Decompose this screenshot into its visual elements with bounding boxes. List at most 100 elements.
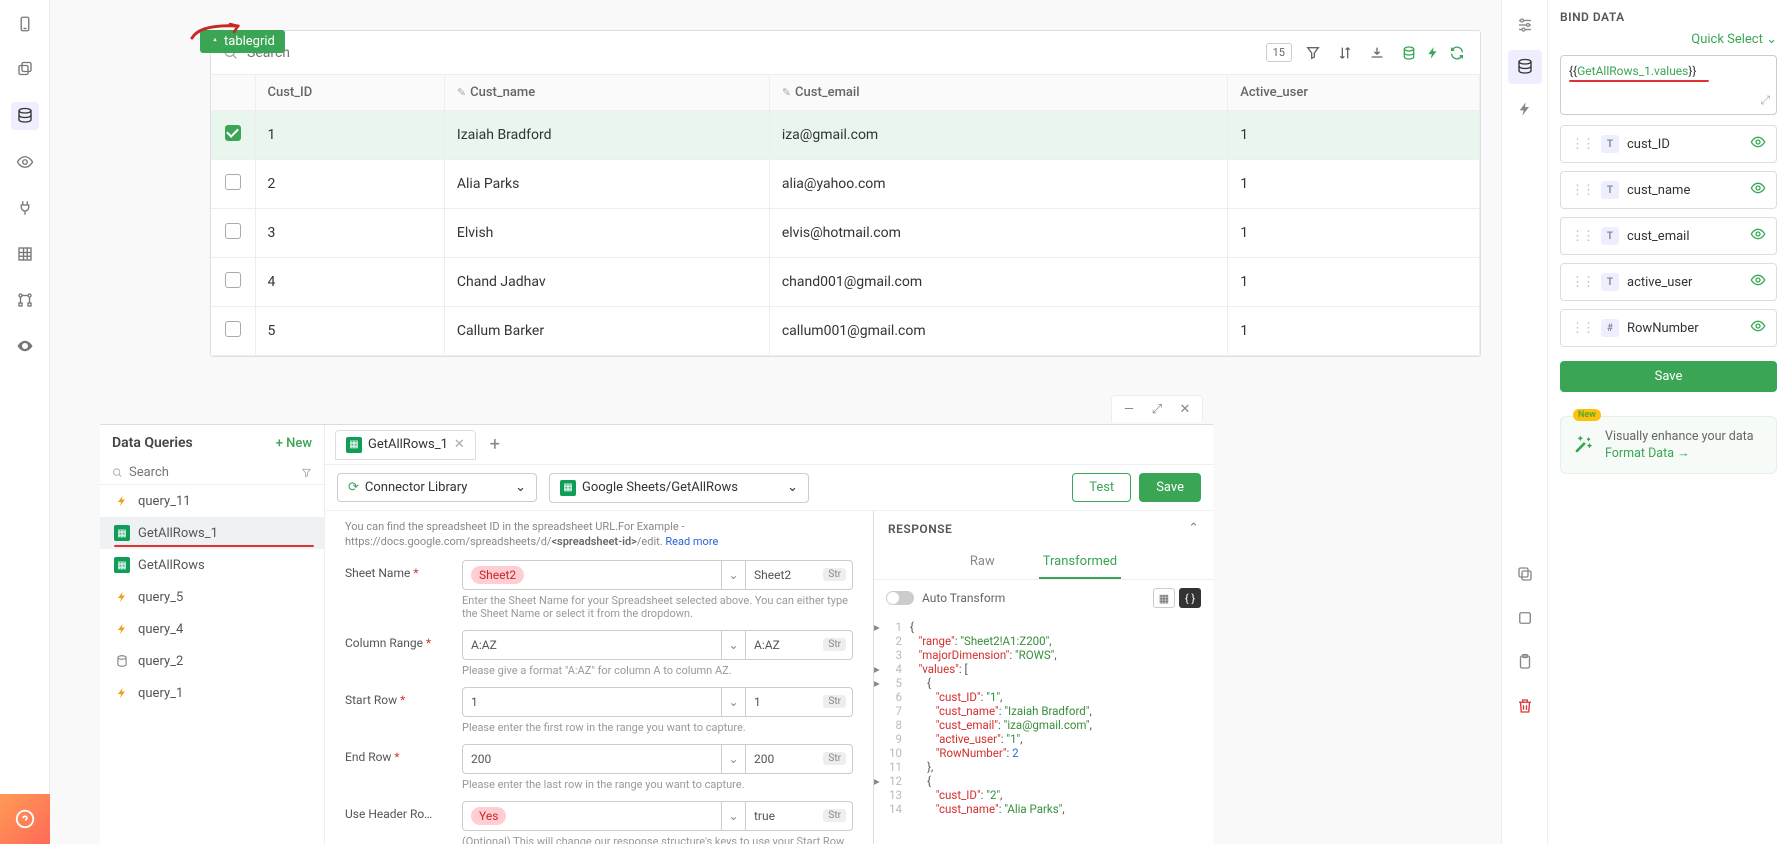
table-row[interactable]: 2 Alia Parks alia@yahoo.com 1 (211, 160, 1480, 209)
chevron-down-icon[interactable]: ⌄ (722, 801, 746, 831)
sort-icon[interactable] (1334, 42, 1356, 64)
header-chip-input[interactable]: Yes (462, 801, 722, 831)
drag-handle-icon[interactable]: ⋮⋮ (1571, 229, 1593, 244)
plug-icon[interactable] (11, 194, 39, 222)
visibility-icon[interactable] (1750, 134, 1766, 154)
row-checkbox[interactable] (225, 174, 241, 190)
cell-id[interactable]: 1 (255, 111, 444, 160)
visibility-icon[interactable] (1750, 272, 1766, 292)
query-item[interactable]: ▦GetAllRows (100, 549, 324, 581)
collapse-icon[interactable]: ⌃ (1188, 521, 1199, 536)
action-select[interactable]: ▦Google Sheets/GetAllRows ⌄ (549, 473, 809, 503)
json-viewer[interactable]: ▸1{ 2 "range": "Sheet2!A1:Z200", 3 "majo… (874, 616, 1213, 844)
save-button[interactable]: Save (1139, 473, 1201, 502)
table-search[interactable] (223, 45, 1256, 61)
cell-id[interactable]: 5 (255, 307, 444, 356)
query-item[interactable]: query_1 (100, 677, 324, 709)
table-row[interactable]: 5 Callum Barker callum001@gmail.com 1 (211, 307, 1480, 356)
filter-icon[interactable] (301, 466, 312, 480)
query-item[interactable]: query_4 (100, 613, 324, 645)
cell-email[interactable]: alia@yahoo.com (769, 160, 1227, 209)
query-item[interactable]: query_5 (100, 581, 324, 613)
workflow-icon[interactable] (11, 286, 39, 314)
quick-select-button[interactable]: Quick Select ⌄ (1560, 32, 1777, 47)
visibility-icon[interactable] (1750, 226, 1766, 246)
cell-name[interactable]: Callum Barker (444, 307, 769, 356)
visibility-icon[interactable] (1750, 180, 1766, 200)
cell-active[interactable]: 1 (1228, 258, 1480, 307)
query-tab[interactable]: ▦ GetAllRows_1 ✕ (335, 430, 476, 460)
eye-icon[interactable] (11, 148, 39, 176)
db-icon[interactable] (1398, 42, 1420, 64)
settings-icon[interactable] (1508, 8, 1542, 42)
filter-icon[interactable] (1302, 42, 1324, 64)
query-search-input[interactable] (129, 465, 295, 480)
table-row[interactable]: 3 Elvish elvis@hotmail.com 1 (211, 209, 1480, 258)
database-icon[interactable] (11, 102, 39, 130)
bind-field-item[interactable]: ⋮⋮ T active_user (1560, 263, 1777, 301)
table-icon[interactable] (11, 240, 39, 268)
data-icon[interactable] (1508, 50, 1542, 84)
row-checkbox[interactable] (225, 223, 241, 239)
tab-raw[interactable]: Raw (966, 546, 999, 579)
bind-field-item[interactable]: ⋮⋮ T cust_ID (1560, 125, 1777, 163)
expand-icon[interactable]: ⤢ (1148, 400, 1166, 418)
cell-name[interactable]: Elvish (444, 209, 769, 258)
cell-id[interactable]: 3 (255, 209, 444, 258)
new-query-button[interactable]: + New (276, 436, 312, 451)
cell-name[interactable]: Chand Jadhav (444, 258, 769, 307)
query-item[interactable]: query_2 (100, 645, 324, 677)
start_row-chip-input[interactable]: 1 (462, 687, 722, 717)
row-checkbox[interactable] (225, 321, 241, 337)
copy-icon[interactable] (1511, 560, 1539, 588)
actions-icon[interactable] (1508, 92, 1542, 126)
cell-id[interactable]: 4 (255, 258, 444, 307)
cell-email[interactable]: elvis@hotmail.com (769, 209, 1227, 258)
preview-icon[interactable] (11, 332, 39, 360)
add-tab-button[interactable]: + (482, 434, 508, 455)
drag-handle-icon[interactable]: ⋮⋮ (1571, 137, 1593, 152)
cell-active[interactable]: 1 (1228, 160, 1480, 209)
delete-icon[interactable] (1511, 692, 1539, 720)
cell-active[interactable]: 1 (1228, 209, 1480, 258)
chevron-down-icon[interactable]: ⌄ (722, 687, 746, 717)
bind-field-item[interactable]: ⋮⋮ T cust_email (1560, 217, 1777, 255)
chevron-down-icon[interactable]: ⌄ (722, 630, 746, 660)
json-view-icon[interactable]: { } (1179, 588, 1201, 608)
test-button[interactable]: Test (1072, 473, 1131, 502)
row-checkbox[interactable] (225, 272, 241, 288)
col-header-cust-email[interactable]: ✎Cust_email (769, 75, 1227, 111)
support-button[interactable] (0, 794, 50, 844)
cell-name[interactable]: Izaiah Bradford (444, 111, 769, 160)
format-data-card[interactable]: New Visually enhance your data Format Da… (1560, 416, 1777, 474)
save-bind-button[interactable]: Save (1560, 361, 1777, 392)
query-item[interactable]: query_11 (100, 485, 324, 517)
cell-email[interactable]: callum001@gmail.com (769, 307, 1227, 356)
bolt-icon[interactable] (1422, 42, 1444, 64)
col-header-active[interactable]: Active_user (1228, 75, 1480, 111)
col-header-cust-id[interactable]: Cust_ID (255, 75, 444, 111)
paste-icon[interactable] (1511, 648, 1539, 676)
refresh-icon[interactable] (1446, 42, 1468, 64)
chevron-down-icon[interactable]: ⌄ (722, 560, 746, 590)
close-icon[interactable]: ✕ (1176, 400, 1194, 418)
drag-handle-icon[interactable]: ⋮⋮ (1571, 183, 1593, 198)
table-row[interactable]: 1 Izaiah Bradford iza@gmail.com 1 (211, 111, 1480, 160)
cell-email[interactable]: chand001@gmail.com (769, 258, 1227, 307)
bind-field-item[interactable]: ⋮⋮ # RowNumber (1560, 309, 1777, 347)
cell-name[interactable]: Alia Parks (444, 160, 769, 209)
read-more-link[interactable]: Read more (665, 535, 718, 548)
duplicate-icon[interactable] (1511, 604, 1539, 632)
screens-icon[interactable] (11, 56, 39, 84)
row-checkbox[interactable] (225, 125, 241, 141)
connector-select[interactable]: ⟳Connector Library ⌄ (337, 473, 537, 502)
table-view-icon[interactable]: ▦ (1153, 588, 1175, 608)
minimize-icon[interactable]: — (1120, 400, 1138, 418)
tab-transformed[interactable]: Transformed (1039, 546, 1121, 579)
bind-expression-input[interactable]: {{GetAllRows_1.values}} ⤢ (1560, 55, 1777, 115)
query-item[interactable]: ▦GetAllRows_1 (100, 517, 324, 549)
mobile-icon[interactable] (11, 10, 39, 38)
close-tab-icon[interactable]: ✕ (454, 437, 465, 452)
end_row-chip-input[interactable]: 200 (462, 744, 722, 774)
auto-transform-toggle[interactable] (886, 591, 914, 605)
